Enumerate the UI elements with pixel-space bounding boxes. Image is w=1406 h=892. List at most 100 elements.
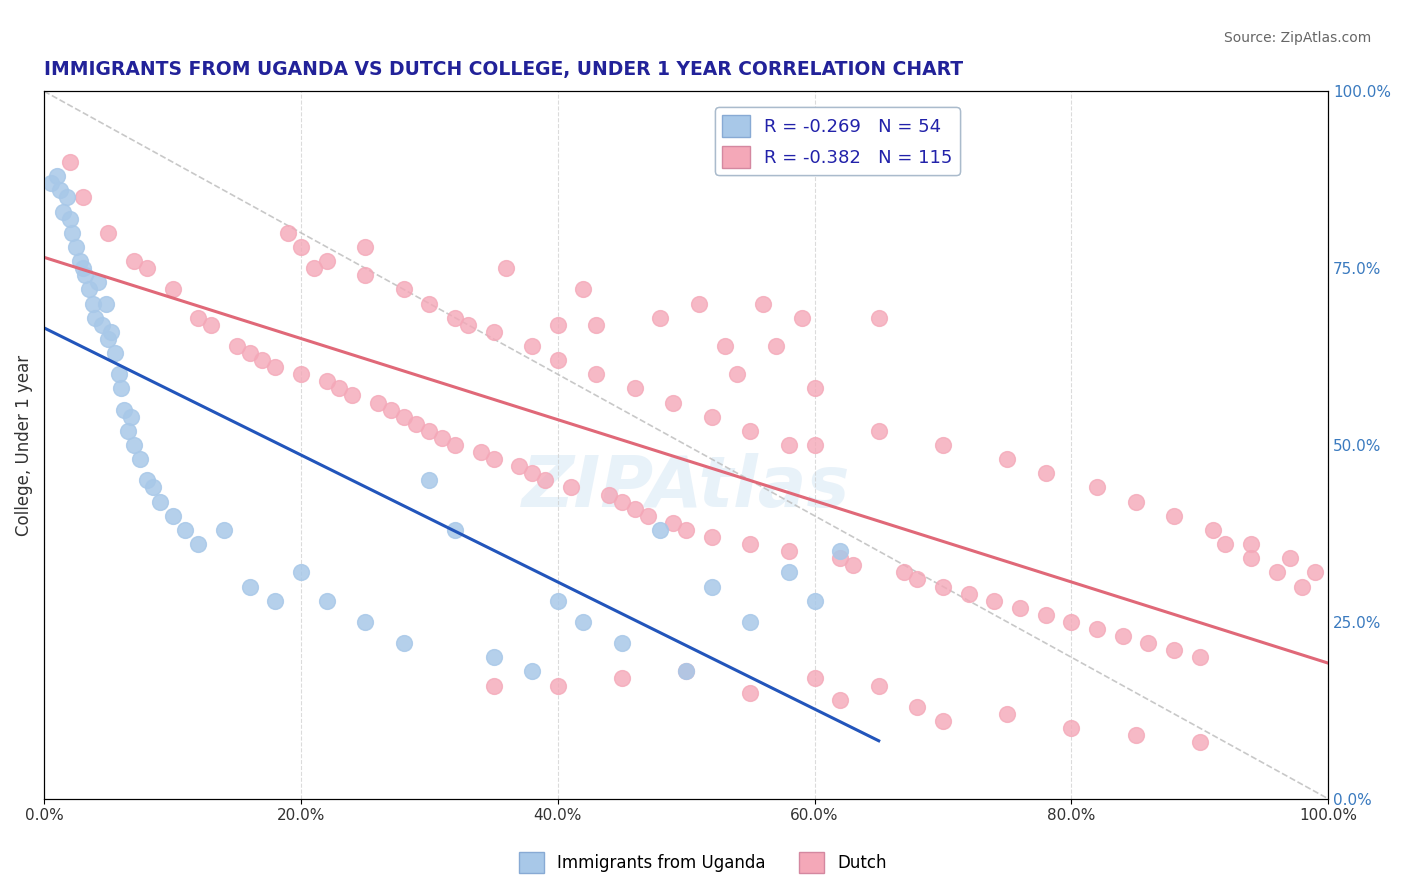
Point (1060, 615, 1083, 629)
Point (290, 566, 312, 580)
Point (328, 381, 350, 395)
Point (1060, 721, 1083, 735)
Point (162, 508, 184, 523)
Point (444, 523, 467, 537)
Point (59, 211, 82, 226)
Point (418, 474, 440, 488)
Point (623, 381, 645, 395)
Legend: R = -0.269   N = 54, R = -0.382   N = 115: R = -0.269 N = 54, R = -0.382 N = 115 (716, 107, 959, 175)
Point (547, 593, 569, 607)
Point (547, 353, 569, 368)
Point (187, 310, 209, 325)
Point (225, 339, 247, 353)
Point (778, 566, 800, 580)
Point (700, 409, 723, 424)
Point (623, 501, 645, 516)
Point (610, 672, 633, 686)
Point (104, 346, 127, 360)
Point (650, 523, 672, 537)
Point (302, 261, 325, 276)
Point (444, 438, 467, 452)
Point (120, 409, 142, 424)
Legend: Immigrants from Uganda, Dutch: Immigrants from Uganda, Dutch (512, 846, 894, 880)
Point (97, 332, 120, 346)
Point (1278, 551, 1301, 566)
Point (585, 318, 607, 332)
Point (1188, 735, 1211, 749)
Point (740, 685, 762, 699)
Point (1163, 643, 1185, 657)
Point (430, 431, 453, 445)
Point (117, 424, 139, 438)
Point (46, 169, 69, 183)
Point (572, 282, 595, 296)
Point (983, 593, 1005, 607)
Point (534, 474, 557, 488)
Point (162, 282, 184, 296)
Text: Source: ZipAtlas.com: Source: ZipAtlas.com (1223, 31, 1371, 45)
Point (444, 310, 467, 325)
Point (97, 226, 120, 240)
Point (457, 318, 479, 332)
Text: IMMIGRANTS FROM UGANDA VS DUTCH COLLEGE, UNDER 1 YEAR CORRELATION CHART: IMMIGRANTS FROM UGANDA VS DUTCH COLLEGE,… (44, 60, 963, 78)
Point (637, 508, 659, 523)
Point (65, 240, 87, 254)
Point (315, 254, 337, 268)
Point (675, 665, 697, 679)
Point (560, 480, 582, 494)
Point (94, 296, 117, 310)
Point (290, 240, 312, 254)
Point (39, 176, 62, 190)
Point (740, 537, 762, 551)
Point (135, 474, 157, 488)
Point (418, 424, 440, 438)
Point (82, 296, 104, 310)
Point (122, 438, 145, 452)
Point (1240, 537, 1263, 551)
Point (482, 650, 505, 665)
Point (610, 636, 633, 650)
Point (405, 417, 427, 431)
Point (149, 494, 172, 508)
Point (392, 409, 415, 424)
Point (187, 537, 209, 551)
Point (354, 615, 377, 629)
Point (675, 665, 697, 679)
Point (495, 261, 517, 276)
Point (315, 593, 337, 607)
Point (740, 615, 762, 629)
Point (995, 706, 1018, 721)
Point (110, 381, 132, 395)
Point (778, 544, 800, 558)
Text: ZIPAtlas: ZIPAtlas (522, 453, 851, 522)
Point (700, 530, 723, 544)
Point (238, 346, 260, 360)
Point (803, 381, 825, 395)
Point (842, 558, 865, 573)
Point (1035, 607, 1057, 622)
Point (354, 240, 377, 254)
Point (75, 268, 97, 283)
Point (520, 339, 543, 353)
Point (790, 310, 813, 325)
Point (868, 424, 890, 438)
Point (354, 268, 377, 283)
Point (932, 580, 955, 594)
Point (1303, 566, 1326, 580)
Point (1125, 494, 1147, 508)
Point (520, 467, 543, 481)
Point (1137, 636, 1160, 650)
Point (60, 226, 83, 240)
Point (610, 494, 633, 508)
Point (778, 438, 800, 452)
Point (212, 523, 235, 537)
Point (893, 566, 915, 580)
Point (342, 388, 364, 402)
Point (482, 679, 505, 693)
Point (830, 692, 852, 706)
Point (238, 580, 260, 594)
Point (585, 368, 607, 382)
Point (482, 325, 505, 339)
Point (650, 310, 672, 325)
Point (1112, 629, 1135, 643)
